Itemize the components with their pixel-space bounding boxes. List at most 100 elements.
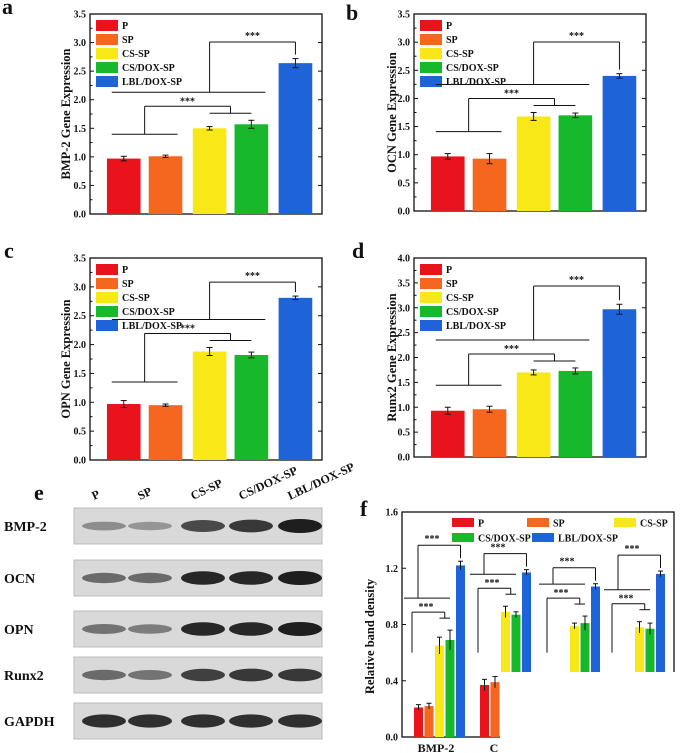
blot-band (181, 571, 225, 585)
legend-swatch (420, 62, 442, 73)
legend-swatch (420, 48, 442, 59)
blot-row-label: BMP-2 (4, 520, 47, 535)
legend-swatch (96, 264, 118, 275)
blot-band (229, 571, 273, 585)
legend-swatch (532, 533, 554, 542)
y-tick-label: 3.5 (74, 10, 87, 21)
panel-letter-a: a (2, 0, 13, 19)
y-tick-label: 1.0 (398, 403, 411, 414)
legend-label: CS/DOX-SP (122, 307, 175, 318)
significance-label: *** (425, 534, 440, 545)
legend-label: CS-SP (122, 49, 150, 60)
bar-CS-DOX-SP (558, 115, 593, 211)
bar-LBL-DOX-SP (278, 297, 313, 460)
legend-swatch (420, 278, 442, 289)
y-tick-label: 2.0 (398, 94, 411, 105)
y-tick-label: 0.8 (386, 620, 399, 631)
blot-band (278, 668, 322, 682)
bar-CS-DOX-SP (234, 354, 269, 460)
y-tick-label: 1.5 (74, 369, 87, 380)
legend-swatch (420, 306, 442, 317)
blot-band (82, 624, 126, 634)
legend-swatch (420, 20, 442, 31)
legend-label: CS/DOX-SP (446, 63, 499, 74)
occluding-patch (500, 672, 681, 753)
panel-letter-f: f (360, 496, 368, 521)
bar-P (430, 156, 465, 211)
x-category-label: C (490, 741, 499, 753)
y-tick-label: 3.5 (74, 254, 87, 265)
blot-band (181, 520, 225, 532)
legend-label: LBL/DOX-SP (122, 77, 182, 88)
legend-swatch (96, 20, 118, 31)
legend-label: CS/DOX-SP (122, 63, 175, 74)
lane-label: SP (135, 484, 154, 503)
legend-label: SP (122, 279, 134, 290)
y-tick-label: 0.4 (386, 676, 399, 687)
bar-P (430, 410, 465, 457)
y-tick-label: 0.0 (398, 207, 411, 218)
y-tick-label: 0.0 (398, 453, 411, 464)
y-tick-label: 0.5 (74, 181, 87, 192)
legend-label: CS-SP (122, 293, 150, 304)
bar-LBL-DOX-SP (602, 309, 637, 457)
blot-band (229, 714, 273, 728)
lane-label: CS-SP (188, 476, 224, 503)
legend-swatch (420, 34, 442, 45)
legend-swatch (420, 264, 442, 275)
blot-band (278, 714, 322, 728)
bar-P (106, 158, 141, 214)
lane-label: LBL/DOX-SP (285, 460, 356, 503)
legend-swatch (96, 292, 118, 303)
bar-LBL-DOX-SP-OCN (522, 572, 531, 737)
y-tick-label: 0.5 (74, 427, 87, 438)
bar-SP-BMP-2 (424, 706, 434, 737)
chart-f: 0.0 0.4 0.8 1.2 1.6 Relative band density *** *… (363, 508, 681, 753)
blot-band (181, 714, 225, 728)
legend-label: CS/DOX-SP (446, 307, 499, 318)
blot-band (229, 668, 273, 682)
legend-label: P (122, 21, 128, 32)
bar-CS-DOX-SP (234, 124, 269, 214)
legend-label: SP (446, 279, 458, 290)
y-tick-label: 1.5 (74, 124, 87, 135)
bar-P (106, 404, 141, 460)
blot-row-label: OCN (4, 572, 35, 587)
legend-swatch (614, 518, 636, 527)
bar-LBL-DOX-SP-BMP-2 (456, 565, 465, 737)
bar-SP (472, 409, 507, 457)
legend-swatch (96, 76, 118, 87)
y-tick-label: 1.0 (398, 150, 411, 161)
chart-a: 0.0 0.5 1.0 1.5 2.0 2.5 3.0 3.5 BMP-2 Gene Expre… (59, 10, 323, 221)
y-tick-label: 1.5 (398, 378, 411, 389)
blot-band (278, 622, 322, 636)
y-tick-label: 1.0 (74, 398, 87, 409)
blot-band (229, 519, 273, 533)
y-tick-label: 1.0 (74, 152, 87, 163)
western-blot: P SP CS-SP CS/DOX-SPLBL/DOX-SPBMP-2OCNOPNRu… (4, 460, 357, 740)
legend-label: P (478, 519, 484, 530)
bar-SP (148, 405, 183, 460)
blot-band (181, 668, 225, 682)
legend-swatch (96, 306, 118, 317)
chart-d: 0.0 0.5 1.0 1.5 2.0 2.5 3.0 3.5 4.0 Runx2 Gene Ex… (385, 254, 647, 464)
blot-band (128, 572, 172, 584)
y-tick-label: 3.0 (398, 303, 411, 314)
blot-band (128, 624, 172, 634)
bar-CS-SP (192, 128, 227, 214)
legend-label: LBL/DOX-SP (122, 321, 182, 332)
panel-letter-d: d (352, 238, 364, 263)
y-tick-label: 2.5 (74, 67, 87, 78)
legend-swatch (452, 533, 474, 542)
legend-label: LBL/DOX-SP (446, 321, 506, 332)
x-category-label: BMP-2 (418, 741, 455, 753)
legend-swatch (96, 48, 118, 59)
y-tick-label: 0.0 (74, 456, 87, 467)
blot-band (82, 669, 126, 681)
significance-label: *** (485, 578, 500, 589)
legend-label: P (446, 21, 452, 32)
significance-label: *** (619, 594, 634, 605)
chart-layer: 0.0 0.5 1.0 1.5 2.0 2.5 3.0 3.5 BMP-2 Gene Expre… (59, 10, 681, 753)
blot-band (278, 519, 322, 533)
